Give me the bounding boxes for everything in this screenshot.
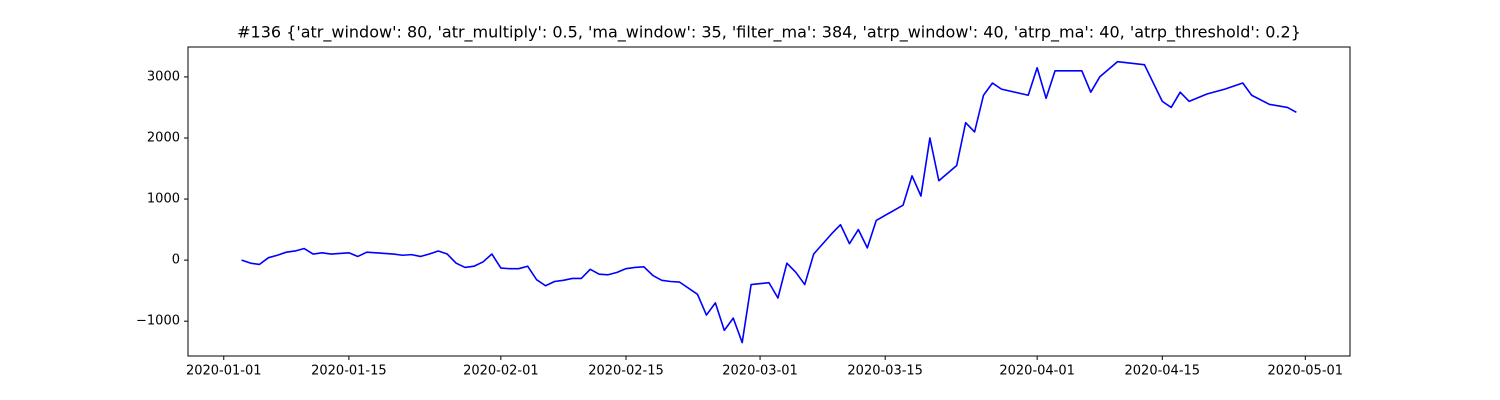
x-tick-label: 2020-02-01: [463, 364, 539, 379]
x-tick-label: 2020-05-01: [1268, 364, 1344, 379]
x-tick-label: 2020-03-01: [722, 364, 798, 379]
line: [241, 60, 1297, 344]
x-tick-label: 2020-04-15: [1125, 364, 1201, 379]
chart-title: #136 {'atr_window': 80, 'atr_multiply': …: [237, 23, 1301, 43]
y-tick-label: −1000: [136, 314, 180, 329]
x-tick-label: 2020-01-15: [311, 364, 387, 379]
y-tick-label: 2000: [147, 130, 180, 145]
y-tick-label: 3000: [147, 69, 180, 84]
y-tick-label: 1000: [147, 192, 180, 207]
x-tick-label: 2020-01-01: [186, 364, 262, 379]
y-tick-label: 0: [172, 253, 180, 268]
plot-frame: [187, 46, 1351, 357]
x-tick-label: 2020-04-01: [999, 364, 1075, 379]
x-tick-label: 2020-03-15: [847, 364, 923, 379]
x-tick-label: 2020-02-15: [588, 364, 664, 379]
